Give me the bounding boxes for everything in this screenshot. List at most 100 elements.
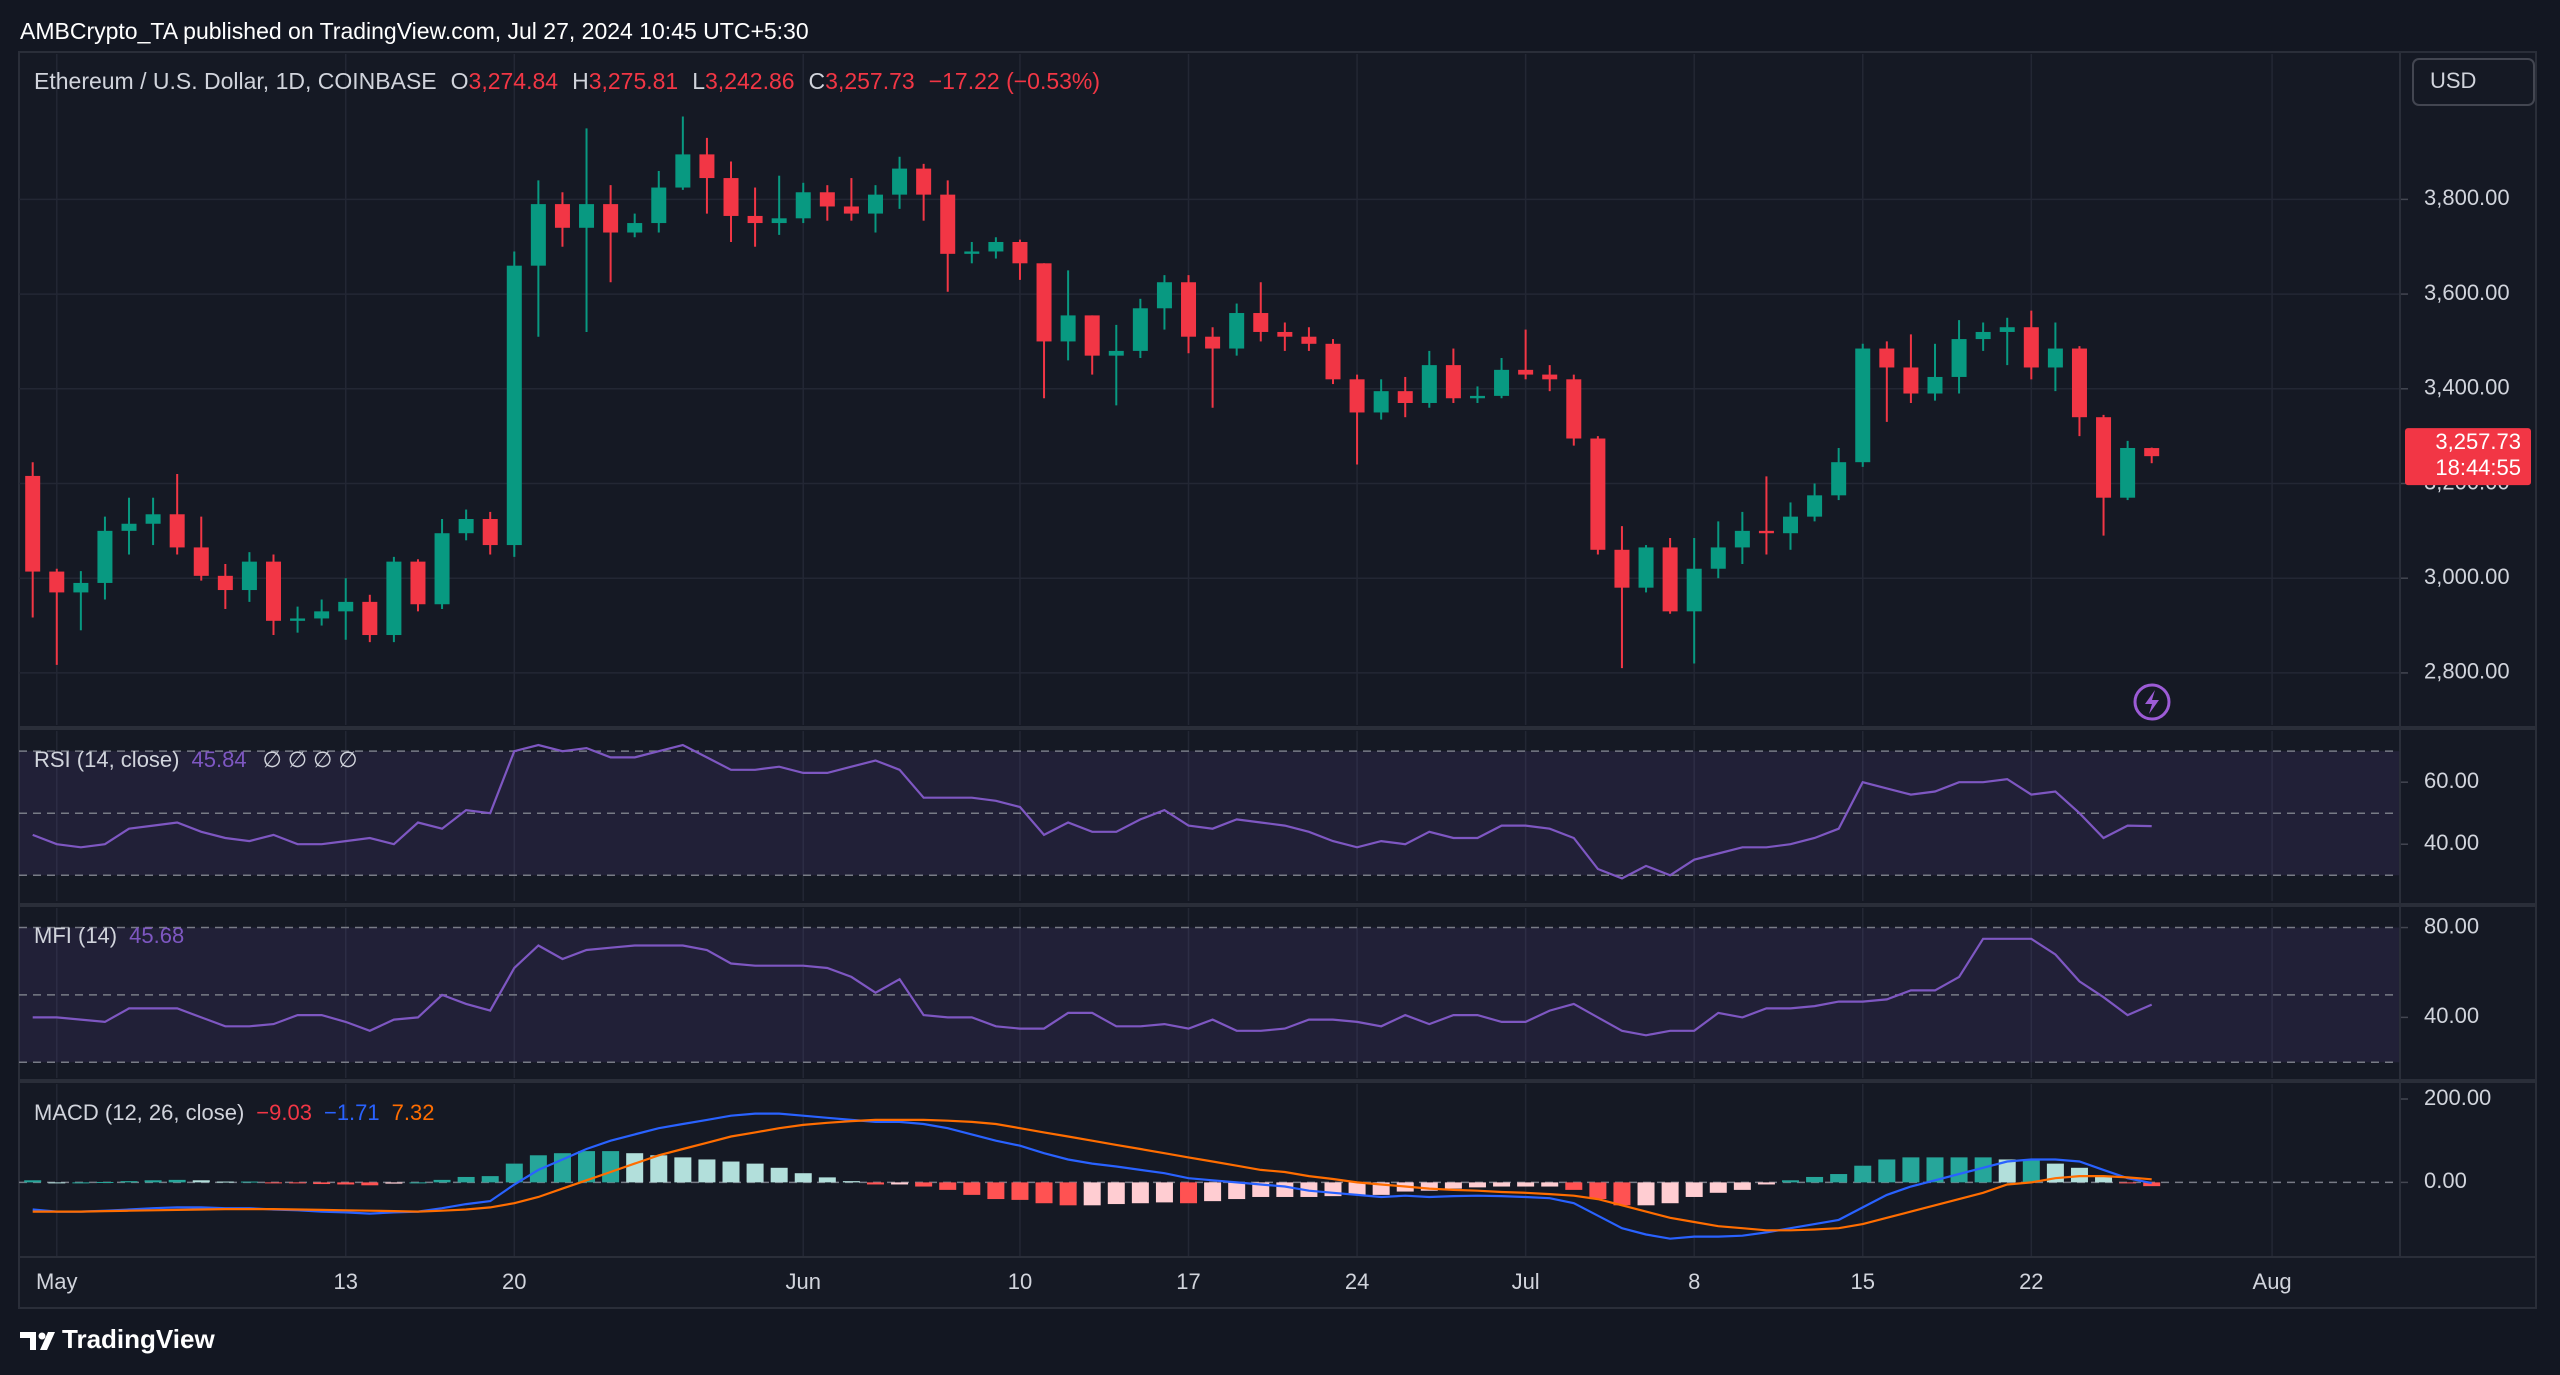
histogram-bar	[1998, 1159, 2016, 1183]
candle-body	[723, 178, 739, 216]
histogram-bar	[1709, 1182, 1727, 1193]
candle-body	[675, 154, 691, 188]
histogram-bar	[168, 1179, 186, 1183]
alert-circle[interactable]	[2133, 683, 2171, 721]
histogram-bar	[1685, 1182, 1703, 1197]
histogram-bar	[120, 1181, 138, 1183]
histogram-bar	[96, 1181, 114, 1183]
alert-bolt[interactable]	[2145, 690, 2159, 714]
histogram-bar	[650, 1155, 668, 1183]
y-tick-label: 60.00	[2424, 768, 2479, 793]
candle-body	[1108, 350, 1124, 356]
candle-body	[1734, 530, 1750, 548]
plot-area	[19, 54, 2408, 1257]
candle-body	[506, 265, 522, 546]
footer-brand: TradingView	[62, 1324, 215, 1354]
candle-body	[1084, 315, 1100, 356]
histogram-bar	[891, 1182, 909, 1185]
candle-body	[1518, 369, 1534, 375]
histogram-bar	[1733, 1182, 1751, 1190]
symbol-legend: Ethereum / U.S. Dollar, 1D, COINBASE O3,2…	[34, 68, 1100, 94]
macd-legend: MACD (12, 26, close) −9.03 −1.71 7.32	[34, 1100, 434, 1125]
candle-body	[217, 575, 233, 591]
candle-body	[843, 206, 859, 214]
histogram-bar	[361, 1182, 379, 1186]
candle-body	[1229, 313, 1245, 349]
candle-body	[795, 192, 811, 219]
candle-body	[2071, 348, 2087, 418]
histogram-bar	[481, 1176, 499, 1183]
mfi-value: 45.68	[129, 923, 184, 948]
candle-body	[1205, 336, 1221, 349]
candle-body	[1903, 367, 1919, 394]
candle-body	[1662, 547, 1678, 612]
currency-label[interactable]: USD	[2430, 68, 2476, 93]
histogram-bar	[794, 1173, 812, 1183]
candle-body	[1181, 282, 1197, 337]
y-tick-label: 3,800.00	[2424, 185, 2510, 210]
y-tick-label: 3,000.00	[2424, 564, 2510, 589]
histogram-bar	[698, 1159, 716, 1183]
histogram-bar	[1517, 1182, 1535, 1187]
ohlc-label: O	[451, 68, 469, 94]
logo-dot	[38, 1332, 46, 1340]
candle-body	[1132, 308, 1148, 351]
candle-body	[1927, 376, 1943, 394]
candle-body	[338, 601, 354, 612]
histogram-bar	[1950, 1157, 1968, 1183]
histogram-bar	[866, 1182, 884, 1185]
histogram-bar	[1637, 1182, 1655, 1206]
candle-body	[121, 523, 137, 531]
candle-body	[1349, 379, 1365, 413]
candle-body	[1951, 339, 1967, 377]
candle-body	[25, 475, 41, 572]
candle-body	[434, 533, 450, 605]
histogram-bar	[1854, 1165, 1872, 1183]
histogram-bar	[746, 1163, 764, 1183]
candle-body	[747, 215, 763, 224]
histogram-bar	[2022, 1159, 2040, 1183]
candle-body	[1060, 315, 1076, 342]
logo-mark	[20, 1332, 55, 1350]
change: −17.22 (−0.53%)	[929, 68, 1100, 94]
histogram-bar	[1204, 1182, 1222, 1202]
histogram-bar	[1107, 1182, 1125, 1205]
candle-body	[97, 530, 113, 583]
histogram-value: −9.03	[256, 1100, 312, 1125]
histogram-bar	[1589, 1182, 1607, 1200]
histogram-bar	[1806, 1176, 1824, 1183]
y-tick-label: 40.00	[2424, 830, 2479, 855]
candle-body	[386, 561, 402, 636]
x-tick-label: 20	[502, 1269, 526, 1294]
currency-button[interactable]	[2412, 58, 2535, 106]
y-tick-label: 2,800.00	[2424, 659, 2510, 684]
histogram-bar	[192, 1180, 210, 1183]
indicator-line	[32, 743, 2152, 880]
histogram-bar	[1830, 1174, 1848, 1183]
rsi-value: 45.84	[192, 747, 247, 772]
histogram-bar	[1541, 1182, 1559, 1187]
histogram-bar	[1565, 1182, 1583, 1190]
candle-body	[458, 519, 474, 534]
signal-value: 7.32	[392, 1100, 435, 1125]
candle-body	[482, 519, 498, 546]
alert-icon[interactable]	[2133, 683, 2171, 721]
candle-body	[2120, 447, 2136, 498]
rsi-title: RSI (14, close)	[34, 747, 180, 772]
histogram-bar	[818, 1177, 836, 1183]
ohlc-label: L	[692, 68, 705, 94]
histogram-bar	[144, 1180, 162, 1183]
histogram-bar	[1613, 1182, 1631, 1206]
countdown: 18:44:55	[2435, 455, 2521, 480]
histogram-bar	[842, 1181, 860, 1183]
histogram-bar	[1131, 1182, 1149, 1204]
candle-body	[916, 168, 932, 195]
candle-body	[362, 601, 378, 636]
y-tick-label: 200.00	[2424, 1085, 2491, 1110]
indicator-line	[32, 1118, 2152, 1232]
histogram-bar	[1420, 1182, 1438, 1191]
price-label: 3,257.73	[2435, 429, 2521, 454]
candle-body	[988, 241, 1004, 252]
histogram-bar	[457, 1176, 475, 1183]
